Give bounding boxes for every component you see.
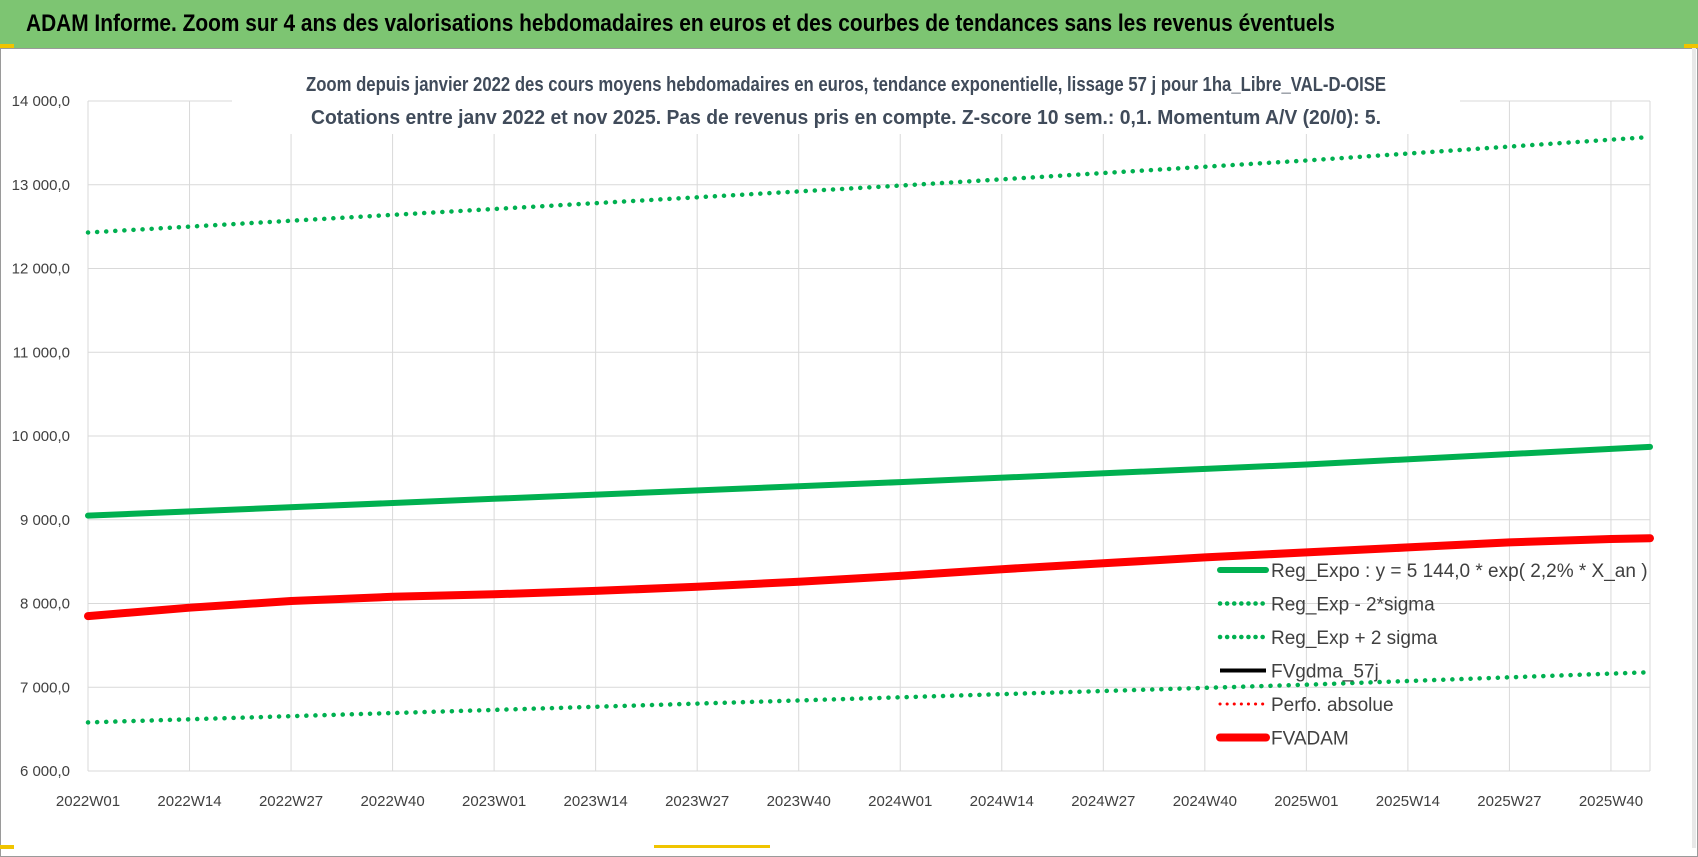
y-tick-label: 8 000,0 xyxy=(20,596,70,613)
x-tick-label: 2022W01 xyxy=(56,793,120,810)
legend-label: FVgdma_57j xyxy=(1271,662,1379,683)
legend-label: Perfo. absolue xyxy=(1271,695,1394,716)
x-tick-label: 2024W14 xyxy=(970,793,1034,810)
x-tick-label: 2023W40 xyxy=(767,793,831,810)
series-lines xyxy=(84,134,1654,725)
legend-label: Reg_Expo : y = 5 144,0 * exp( 2,2% * X_a… xyxy=(1271,561,1648,582)
frame-corner-top-left xyxy=(0,44,14,48)
y-tick-label: 13 000,0 xyxy=(12,177,70,194)
y-tick-label: 9 000,0 xyxy=(20,512,70,529)
x-tick-label: 2022W40 xyxy=(360,793,424,810)
frame-corner-bottom-left xyxy=(0,845,14,849)
x-tick-label: 2023W27 xyxy=(665,793,729,810)
x-tick-label: 2025W14 xyxy=(1376,793,1440,810)
y-axis-ticks: 6 000,0 7 000,0 8 000,0 9 000,0 10 000,0 11 0… xyxy=(12,93,70,780)
legend: Reg_Expo : y = 5 144,0 * exp( 2,2% * X_a… xyxy=(1216,561,1648,750)
x-tick-label: 2022W27 xyxy=(259,793,323,810)
chart-title-line-2: Cotations entre janv 2022 et nov 2025. P… xyxy=(311,107,1381,129)
x-tick-label: 2025W40 xyxy=(1579,793,1643,810)
frame-corner-right xyxy=(1692,48,1696,848)
legend-label: Reg_Exp - 2*sigma xyxy=(1271,595,1435,616)
series-line-2 xyxy=(85,134,1653,235)
y-tick-label: 12 000,0 xyxy=(12,261,70,278)
frame-corner-bottom-mid xyxy=(654,845,770,848)
x-tick-label: 2024W27 xyxy=(1071,793,1135,810)
y-tick-label: 7 000,0 xyxy=(20,679,70,696)
series-line-5 xyxy=(84,534,1654,621)
x-tick-label: 2024W01 xyxy=(868,793,932,810)
chart-title-line-1: Zoom depuis janvier 2022 des cours moyen… xyxy=(306,74,1386,96)
report-banner: ADAM Informe. Zoom sur 4 ans des valoris… xyxy=(0,0,1698,48)
gridlines xyxy=(87,100,1651,772)
series-line-0 xyxy=(85,443,1653,519)
x-tick-label: 2022W14 xyxy=(157,793,221,810)
x-tick-label: 2025W27 xyxy=(1477,793,1541,810)
x-axis-ticks: 2022W01 2022W14 2022W27 2022W40 2023W01 2023W… xyxy=(56,793,1643,810)
series-line-1 xyxy=(85,669,1653,725)
legend-label: FVADAM xyxy=(1271,729,1349,750)
frame-corner-top-right xyxy=(1684,44,1698,48)
x-tick-label: 2023W14 xyxy=(564,793,628,810)
chart-title: Zoom depuis janvier 2022 des cours moyen… xyxy=(232,64,1460,134)
x-tick-label: 2024W40 xyxy=(1173,793,1237,810)
legend-label: Reg_Exp + 2 sigma xyxy=(1271,628,1438,649)
y-tick-label: 6 000,0 xyxy=(20,763,70,780)
y-tick-label: 11 000,0 xyxy=(13,344,70,361)
x-tick-label: 2025W01 xyxy=(1274,793,1338,810)
report-title: ADAM Informe. Zoom sur 4 ans des valoris… xyxy=(26,10,1335,37)
y-tick-label: 14 000,0 xyxy=(12,93,70,110)
chart-title-background xyxy=(232,64,1460,134)
x-tick-label: 2023W01 xyxy=(462,793,526,810)
y-tick-label: 10 000,0 xyxy=(12,428,70,445)
